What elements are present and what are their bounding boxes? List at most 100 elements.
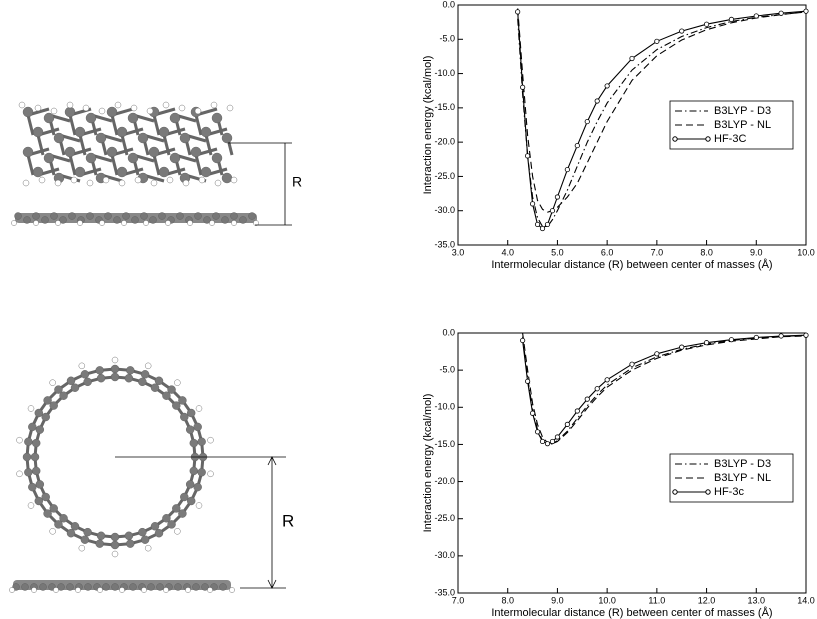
- point-marker: [549, 208, 556, 214]
- point-marker: [753, 13, 759, 19]
- y-tick-label: -15.0: [434, 439, 455, 449]
- atom: [22, 146, 34, 158]
- atom: [31, 587, 37, 593]
- point-marker: [803, 332, 809, 338]
- atom: [180, 412, 189, 422]
- bond: [194, 114, 203, 136]
- atom: [174, 583, 182, 591]
- x-axis-label: Intermolecular distance (R) between cent…: [491, 606, 772, 619]
- atom: [229, 587, 235, 593]
- atom: [27, 405, 35, 412]
- point-marker: [534, 429, 541, 435]
- atom: [162, 391, 171, 400]
- x-tick-label: 13.0: [748, 595, 766, 605]
- y-axis-label: Interaction energy (kcal/mol): [422, 56, 434, 195]
- atom: [221, 132, 233, 144]
- atom: [210, 101, 218, 109]
- atom: [197, 437, 206, 446]
- atom: [221, 216, 229, 224]
- atom: [110, 540, 120, 550]
- atom: [140, 212, 148, 220]
- atom: [187, 496, 196, 506]
- legend-label: B3LYP - D3: [714, 458, 771, 470]
- atom: [113, 216, 121, 224]
- atom: [110, 532, 120, 542]
- plot-frame: [457, 4, 807, 246]
- atom: [167, 520, 176, 529]
- atom: [194, 212, 202, 220]
- x-axis-label: Intermolecular distance (R) between cent…: [491, 258, 772, 271]
- atom: [253, 220, 259, 226]
- atom: [211, 152, 223, 164]
- atom: [39, 583, 47, 591]
- atom: [11, 220, 17, 226]
- distance-label: R: [292, 174, 302, 190]
- atom: [138, 377, 147, 387]
- atom: [28, 422, 37, 432]
- series-line: [517, 11, 806, 228]
- atom: [193, 482, 202, 492]
- atom: [111, 550, 119, 558]
- y-tick-label: -30.0: [434, 550, 455, 560]
- point-marker: [549, 438, 556, 445]
- atom: [165, 220, 171, 226]
- bond: [110, 154, 119, 176]
- atom: [182, 179, 190, 187]
- atom: [86, 179, 94, 187]
- atom: [66, 101, 74, 109]
- atom: [119, 587, 125, 593]
- atom: [102, 583, 110, 591]
- arrow-heads: [267, 456, 277, 589]
- x-tick-label: 7.0: [651, 247, 664, 257]
- atom: [150, 179, 158, 187]
- y-axis-label: Interaction energy (kcal/mol): [422, 394, 434, 533]
- atom: [176, 212, 184, 220]
- atom: [18, 101, 26, 109]
- atom: [144, 544, 152, 552]
- atom: [130, 104, 138, 112]
- x-tick-label: 10.0: [797, 247, 815, 257]
- atom: [38, 176, 46, 184]
- legend-marker: [705, 136, 711, 142]
- atom: [193, 422, 202, 432]
- atom: [34, 408, 43, 418]
- atom: [144, 362, 152, 370]
- atom: [110, 364, 120, 374]
- atom: [98, 107, 106, 115]
- atom: [158, 166, 170, 178]
- atom: [143, 220, 149, 226]
- atom: [141, 587, 147, 593]
- atom: [178, 509, 187, 518]
- y-tick-label: -10.0: [434, 402, 455, 412]
- atom: [59, 216, 67, 224]
- atom: [200, 166, 212, 178]
- atom: [95, 539, 104, 548]
- atom: [32, 166, 44, 178]
- point-marker: [520, 84, 526, 90]
- atom: [172, 401, 181, 410]
- atom: [212, 212, 220, 220]
- atom: [41, 492, 50, 502]
- point-marker: [554, 434, 561, 440]
- point-marker: [778, 333, 784, 339]
- point-marker: [778, 10, 784, 16]
- atom: [68, 212, 76, 220]
- atom: [221, 172, 233, 184]
- point-marker: [534, 221, 541, 228]
- legend-marker: [672, 489, 678, 495]
- atom: [16, 436, 23, 444]
- atom: [166, 176, 174, 184]
- atom: [54, 520, 63, 529]
- bond: [194, 154, 203, 176]
- atom: [214, 179, 222, 187]
- legend-label: B3LYP - NL: [714, 119, 771, 131]
- point-marker: [584, 118, 590, 125]
- legend: B3LYP - D3 B3LYP - NL HF-3c: [669, 453, 794, 503]
- atom: [70, 176, 78, 184]
- molecule-illustrations: [9, 101, 259, 593]
- atom: [174, 528, 181, 535]
- atom: [34, 496, 43, 506]
- x-tick-label: 6.0: [601, 247, 614, 257]
- point-marker: [654, 351, 660, 357]
- atom: [74, 166, 86, 178]
